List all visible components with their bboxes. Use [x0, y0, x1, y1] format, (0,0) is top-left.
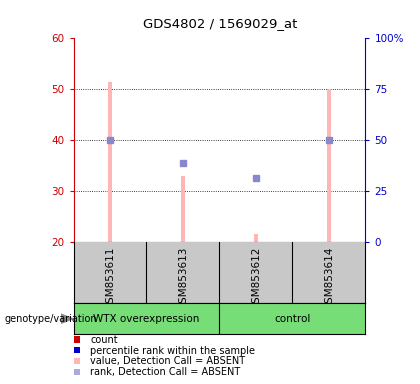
Text: GDS4802 / 1569029_at: GDS4802 / 1569029_at — [143, 17, 298, 30]
Text: count: count — [90, 335, 118, 345]
Text: GSM853611: GSM853611 — [105, 247, 115, 310]
Bar — [254, 234, 258, 242]
Polygon shape — [61, 314, 73, 323]
Text: WTX overexpression: WTX overexpression — [93, 314, 200, 324]
Text: rank, Detection Call = ABSENT: rank, Detection Call = ABSENT — [90, 367, 241, 377]
Bar — [327, 89, 331, 242]
Text: control: control — [274, 314, 311, 324]
Text: GSM853614: GSM853614 — [324, 247, 334, 310]
Text: genotype/variation: genotype/variation — [4, 314, 97, 324]
Text: GSM853612: GSM853612 — [251, 247, 261, 310]
Bar — [181, 176, 185, 242]
Bar — [108, 82, 112, 242]
Text: GSM853613: GSM853613 — [178, 247, 188, 310]
Text: value, Detection Call = ABSENT: value, Detection Call = ABSENT — [90, 356, 245, 366]
Text: percentile rank within the sample: percentile rank within the sample — [90, 346, 255, 356]
